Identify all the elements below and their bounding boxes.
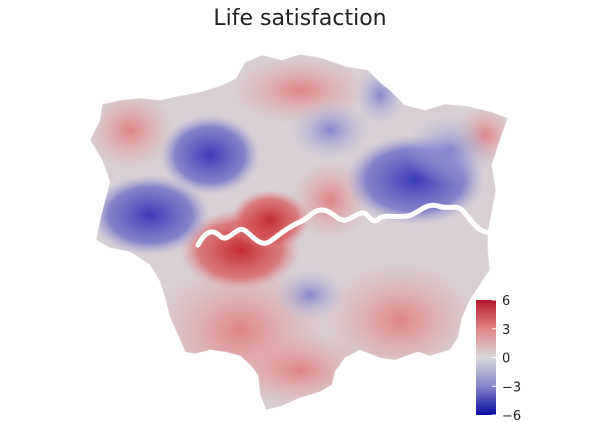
legend-colorbar: [476, 300, 496, 415]
map-fill-regions: [90, 54, 508, 410]
legend-ticks: 6 3 0 −3 −6: [492, 294, 521, 422]
legend-tick-label: 0: [502, 352, 510, 367]
legend-tick-label: −3: [502, 380, 521, 395]
legend-tick-label: 6: [502, 294, 510, 309]
legend-tick-label: −6: [502, 409, 521, 422]
river-thames: [195, 202, 489, 248]
legend-tick-label: 3: [502, 323, 510, 338]
legend: 6 3 0 −3 −6: [476, 294, 521, 422]
map-title: Life satisfaction: [213, 6, 387, 31]
